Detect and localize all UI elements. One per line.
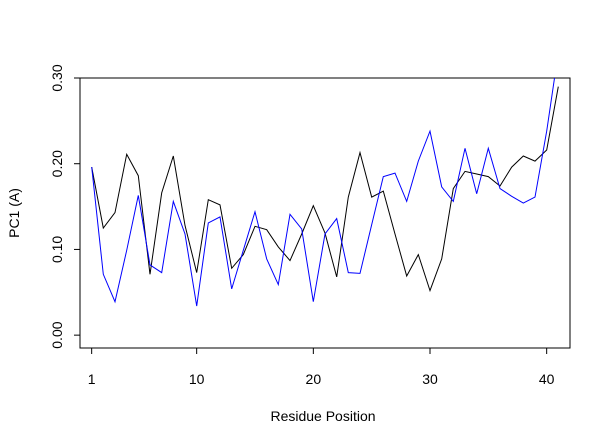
plot-frame <box>79 77 571 349</box>
y-tick-label: 0.30 <box>49 64 65 91</box>
series-line-1 <box>91 86 559 293</box>
x-tick-label: 20 <box>306 371 322 387</box>
y-tick-label: 0.20 <box>49 150 65 177</box>
x-tick-label: 30 <box>422 371 438 387</box>
x-axis-title: Residue Position <box>270 408 375 424</box>
x-tick-label: 40 <box>539 371 555 387</box>
series-line-2 <box>91 78 556 307</box>
x-tick-label: 10 <box>189 371 205 387</box>
y-axis-title: PC1 (A) <box>6 188 22 238</box>
y-tick-label: 0.00 <box>49 321 65 348</box>
series-layer <box>91 78 559 307</box>
x-tick-label: 1 <box>88 371 96 387</box>
y-axis: 0.00 0.10 0.20 0.30 <box>49 64 81 349</box>
x-axis: 1 10 20 30 40 <box>88 347 555 387</box>
y-tick-label: 0.10 <box>49 236 65 263</box>
